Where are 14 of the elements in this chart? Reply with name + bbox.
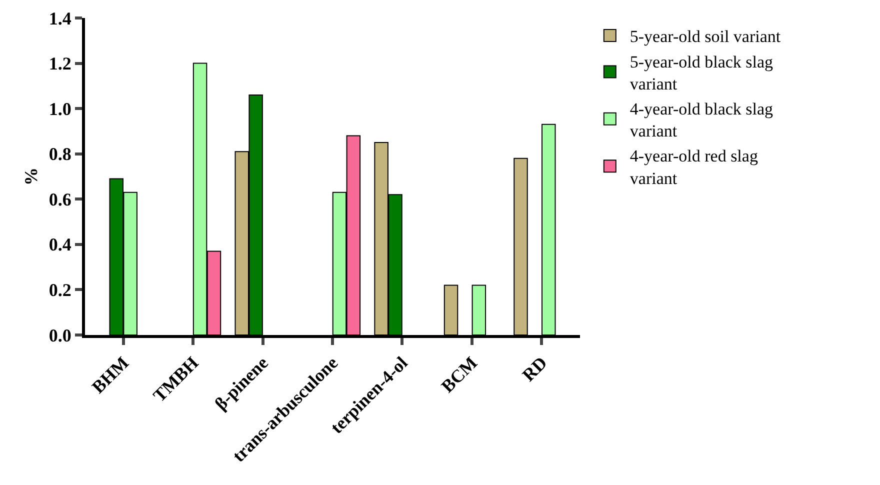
y-tick-label: 0.4 — [48, 234, 72, 255]
y-tick-label: 0.2 — [48, 280, 72, 300]
x-tick-label: RD — [518, 352, 551, 386]
legend-label: 4-year-old red slag variant — [630, 146, 758, 188]
legend-label: 4-year-old black slag variant — [630, 99, 774, 141]
y-axis-title: % — [21, 168, 41, 186]
legend-label: 5-year-old soil variant — [630, 27, 781, 46]
y-tick-label: 0.8 — [48, 144, 72, 164]
legend-label: 5-year-old black slag variant — [630, 52, 774, 94]
y-tick-label: 0.0 — [48, 325, 72, 346]
y-tick-label: 1.0 — [48, 98, 72, 119]
y-tick-label: 1.4 — [48, 8, 72, 28]
y-tick-label: 0.6 — [48, 189, 72, 210]
y-tick-label: 1.2 — [48, 54, 72, 74]
